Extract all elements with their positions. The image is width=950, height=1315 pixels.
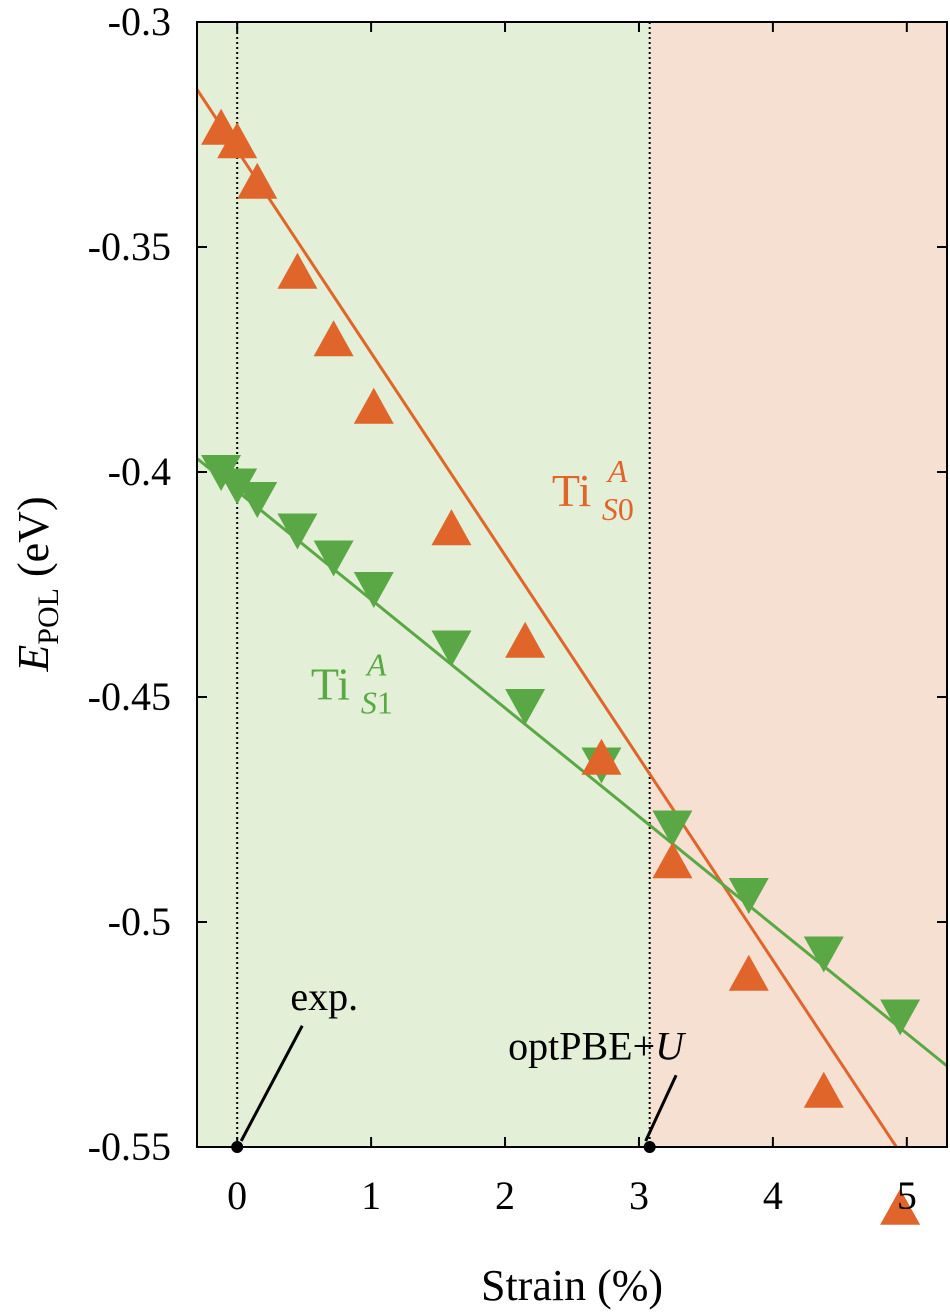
series-label-1: Ti AS1 bbox=[311, 646, 393, 720]
series-label-base-0: Ti bbox=[552, 465, 591, 516]
marker-series0-5 bbox=[353, 387, 394, 424]
y-tick-label-4: -0.5 bbox=[108, 899, 171, 944]
exp-leader-line bbox=[239, 1025, 304, 1142]
series-label-subscript-digit-0: 0 bbox=[618, 491, 634, 527]
marker-series0-7 bbox=[505, 621, 546, 658]
y-tick-label-3: -0.45 bbox=[88, 674, 171, 719]
series-label-subscript-digit-1: 1 bbox=[377, 684, 393, 720]
tick-labels: 0 1 2 3 4 5 -0.3 -0.35 -0.4 -0.45 -0.5 -0.55 bbox=[88, 0, 917, 1218]
marker-series1-5 bbox=[353, 572, 394, 608]
marker-series1-4 bbox=[313, 540, 354, 577]
marker-series0-2 bbox=[237, 162, 278, 199]
region-0 bbox=[197, 22, 650, 1147]
marker-series1-6 bbox=[431, 630, 472, 667]
exp-label: exp. bbox=[290, 974, 358, 1019]
marker-series1-7 bbox=[505, 689, 546, 725]
optpbe-leader-line bbox=[644, 1074, 678, 1142]
y-axis-label-unit: (eV) bbox=[9, 496, 58, 588]
axis-ticks bbox=[197, 21, 947, 1148]
optpbe-label-text: optPBE+ bbox=[508, 1023, 655, 1068]
x-tick-label-1: 1 bbox=[361, 1173, 381, 1218]
series-label-subscript-1: S1 bbox=[361, 684, 393, 720]
region-1 bbox=[649, 22, 947, 1147]
x-tick-label-5: 5 bbox=[897, 1173, 917, 1218]
series-label-0: Ti AS0 bbox=[552, 453, 634, 527]
marker-series1-2 bbox=[237, 482, 278, 518]
series-label-base-1: Ti bbox=[311, 658, 350, 709]
marker-series1-9 bbox=[652, 810, 693, 847]
y-axis-label-subscript: POL bbox=[32, 588, 65, 645]
x-tick-label-3: 3 bbox=[629, 1173, 649, 1218]
series-label-subscript-letter-0: S bbox=[602, 491, 618, 527]
series-label-superscript-1: A bbox=[365, 646, 387, 682]
marker-series0-11 bbox=[803, 1071, 844, 1108]
series-label-subscript-letter-1: S bbox=[361, 684, 377, 720]
x-tick-label-4: 4 bbox=[763, 1173, 783, 1218]
marker-series0-12 bbox=[880, 1188, 921, 1225]
marker-series1-11 bbox=[803, 936, 844, 973]
y-tick-label-1: -0.35 bbox=[88, 224, 171, 269]
y-axis-label-main: E bbox=[9, 645, 58, 673]
x-axis-label: Strain (%) bbox=[481, 1261, 663, 1310]
plot-frame bbox=[196, 21, 948, 1148]
y-axis-label: EPOL (eV) bbox=[9, 496, 65, 672]
optpbe-label: optPBE+U bbox=[508, 1023, 687, 1068]
marker-series1-12 bbox=[880, 999, 921, 1036]
reference-labels: exp. optPBE+U bbox=[239, 974, 687, 1142]
series-label-subscript-0: S0 bbox=[602, 491, 634, 527]
marker-series0-3 bbox=[277, 252, 318, 289]
x-tick-label-0: 0 bbox=[227, 1173, 247, 1218]
series-label-superscript-0: A bbox=[606, 453, 628, 489]
marker-series0-4 bbox=[313, 320, 354, 357]
marker-series1-10 bbox=[728, 878, 769, 914]
marker-series0-10 bbox=[728, 954, 769, 991]
strain-regions bbox=[197, 22, 947, 1147]
optpbe-label-italic: U bbox=[655, 1023, 687, 1068]
y-tick-label-2: -0.4 bbox=[108, 449, 171, 494]
marker-series0-8 bbox=[581, 738, 622, 775]
marker-series0-6 bbox=[431, 509, 472, 546]
marker-series0-9 bbox=[652, 842, 693, 879]
marker-series1-1 bbox=[217, 468, 258, 505]
data-markers bbox=[201, 108, 921, 1225]
marker-series1-3 bbox=[277, 513, 318, 550]
fit-line-0 bbox=[197, 88, 899, 1147]
x-tick-label-2: 2 bbox=[495, 1173, 515, 1218]
y-tick-label-0: -0.3 bbox=[108, 0, 171, 44]
y-tick-label-5: -0.55 bbox=[88, 1124, 171, 1169]
marker-series0-1 bbox=[217, 122, 258, 159]
